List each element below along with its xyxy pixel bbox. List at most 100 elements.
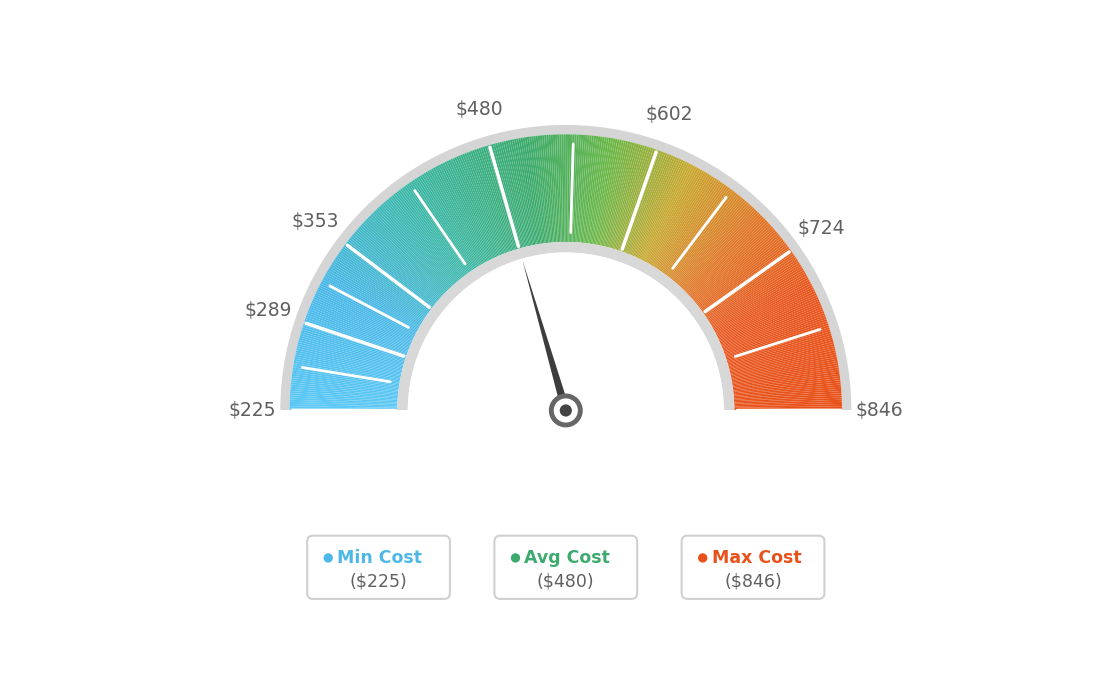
Wedge shape (684, 214, 761, 291)
Wedge shape (693, 230, 776, 301)
Wedge shape (602, 141, 626, 246)
Circle shape (551, 396, 581, 425)
Wedge shape (700, 243, 787, 309)
Wedge shape (386, 199, 457, 282)
Wedge shape (720, 297, 818, 342)
Wedge shape (295, 357, 401, 379)
Wedge shape (512, 139, 534, 245)
Wedge shape (555, 135, 561, 242)
Wedge shape (603, 141, 628, 246)
Wedge shape (726, 327, 830, 361)
Wedge shape (732, 363, 838, 383)
Wedge shape (296, 353, 401, 376)
Wedge shape (289, 408, 397, 411)
Wedge shape (625, 152, 666, 253)
Wedge shape (290, 382, 399, 395)
Wedge shape (713, 275, 808, 329)
Wedge shape (397, 242, 734, 411)
Wedge shape (687, 218, 766, 294)
Wedge shape (291, 380, 399, 393)
Wedge shape (701, 246, 789, 311)
Wedge shape (705, 255, 796, 317)
Wedge shape (615, 146, 649, 250)
Wedge shape (448, 159, 496, 258)
Wedge shape (643, 164, 693, 261)
Wedge shape (651, 172, 709, 266)
Circle shape (323, 553, 333, 562)
Wedge shape (299, 335, 404, 366)
Wedge shape (732, 365, 839, 384)
Wedge shape (325, 274, 420, 328)
Text: Min Cost: Min Cost (337, 549, 422, 567)
Text: $480: $480 (455, 99, 502, 119)
FancyBboxPatch shape (307, 535, 450, 599)
Wedge shape (307, 310, 408, 351)
Wedge shape (436, 166, 488, 262)
Wedge shape (295, 355, 401, 377)
Wedge shape (456, 156, 500, 256)
Text: $724: $724 (798, 219, 846, 239)
Wedge shape (646, 168, 699, 263)
Wedge shape (709, 264, 802, 322)
Wedge shape (734, 406, 842, 409)
Wedge shape (514, 139, 535, 245)
Wedge shape (476, 148, 512, 251)
Wedge shape (382, 204, 455, 285)
Wedge shape (323, 275, 418, 329)
Wedge shape (558, 135, 562, 242)
Wedge shape (714, 282, 810, 333)
Wedge shape (716, 287, 814, 336)
Text: Avg Cost: Avg Cost (524, 549, 611, 567)
Wedge shape (427, 170, 482, 265)
Wedge shape (567, 135, 570, 242)
Wedge shape (730, 351, 836, 375)
Wedge shape (316, 291, 414, 339)
Wedge shape (672, 196, 742, 281)
Wedge shape (300, 333, 404, 365)
Wedge shape (280, 125, 851, 411)
Wedge shape (661, 184, 724, 273)
Wedge shape (668, 191, 735, 277)
Wedge shape (443, 162, 491, 259)
Wedge shape (289, 404, 397, 408)
Wedge shape (289, 402, 397, 406)
Wedge shape (675, 199, 745, 282)
Wedge shape (711, 270, 805, 326)
Wedge shape (703, 250, 792, 313)
Wedge shape (655, 176, 714, 268)
Wedge shape (732, 369, 839, 386)
Wedge shape (546, 135, 555, 242)
Wedge shape (714, 279, 810, 332)
Wedge shape (704, 253, 794, 316)
Wedge shape (708, 261, 799, 320)
Wedge shape (614, 146, 647, 249)
Wedge shape (583, 136, 596, 243)
Wedge shape (618, 148, 654, 250)
Wedge shape (302, 325, 405, 359)
Wedge shape (731, 357, 837, 379)
Wedge shape (344, 243, 432, 309)
Wedge shape (549, 135, 556, 242)
Wedge shape (721, 303, 821, 346)
Wedge shape (425, 172, 481, 266)
Wedge shape (734, 391, 841, 400)
Wedge shape (529, 137, 544, 244)
Wedge shape (613, 146, 645, 249)
Wedge shape (733, 380, 840, 393)
Wedge shape (491, 144, 521, 248)
Wedge shape (341, 248, 429, 313)
Wedge shape (411, 181, 473, 271)
Wedge shape (724, 315, 826, 353)
Wedge shape (637, 161, 686, 259)
Wedge shape (724, 317, 827, 355)
Wedge shape (692, 228, 774, 300)
Wedge shape (369, 215, 447, 293)
Wedge shape (506, 141, 530, 246)
Wedge shape (296, 351, 402, 375)
Wedge shape (734, 386, 841, 397)
Wedge shape (336, 255, 426, 317)
Wedge shape (327, 270, 421, 326)
Wedge shape (599, 140, 624, 246)
Wedge shape (701, 245, 788, 310)
Wedge shape (501, 141, 528, 246)
